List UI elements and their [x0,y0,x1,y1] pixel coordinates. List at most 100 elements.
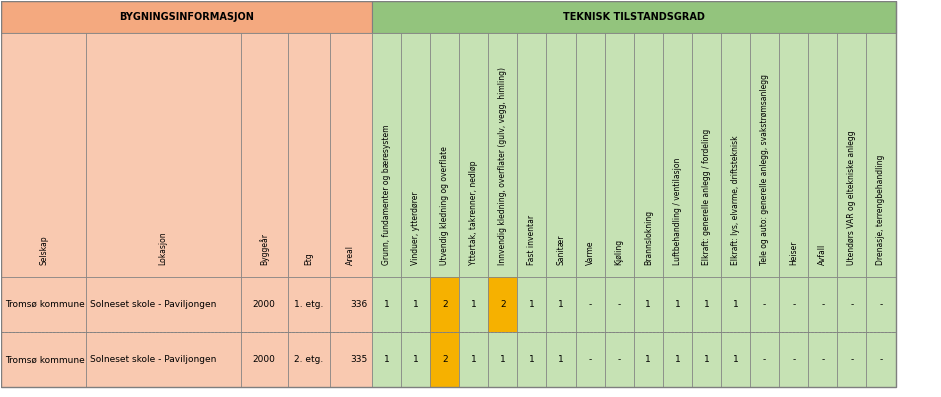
Text: 1: 1 [704,300,710,309]
Text: Tromsø kommune: Tromsø kommune [5,300,85,309]
Text: 1: 1 [529,300,534,309]
FancyBboxPatch shape [1,33,86,277]
Text: -: - [763,300,766,309]
Text: 2000: 2000 [252,355,276,364]
Text: -: - [617,355,621,364]
FancyBboxPatch shape [1,277,86,332]
FancyBboxPatch shape [605,277,633,332]
FancyBboxPatch shape [288,332,329,387]
Text: -: - [763,355,766,364]
FancyBboxPatch shape [750,332,779,387]
FancyBboxPatch shape [518,33,547,277]
Text: -: - [588,355,592,364]
Text: 1: 1 [384,300,390,309]
FancyBboxPatch shape [662,332,692,387]
Text: TEKNISK TILSTANDSGRAD: TEKNISK TILSTANDSGRAD [563,12,705,22]
FancyBboxPatch shape [692,33,721,277]
Text: 1: 1 [646,300,651,309]
FancyBboxPatch shape [867,332,896,387]
FancyBboxPatch shape [488,277,518,332]
Text: 1. etg.: 1. etg. [294,300,324,309]
Text: -: - [851,355,853,364]
FancyBboxPatch shape [401,277,430,332]
Text: Selskap: Selskap [40,235,48,265]
FancyBboxPatch shape [241,33,288,277]
FancyBboxPatch shape [488,332,518,387]
Text: 1: 1 [470,355,477,364]
FancyBboxPatch shape [372,277,401,332]
Text: -: - [851,300,853,309]
FancyBboxPatch shape [808,332,837,387]
FancyBboxPatch shape [241,277,288,332]
FancyBboxPatch shape [401,33,430,277]
Text: Drenasje, terrengbehandling: Drenasje, terrengbehandling [876,154,885,265]
FancyBboxPatch shape [837,332,867,387]
Text: -: - [879,355,883,364]
FancyBboxPatch shape [1,332,86,387]
Text: 1: 1 [558,300,564,309]
Text: 1: 1 [733,355,739,364]
Text: 2: 2 [442,355,448,364]
Text: Varme: Varme [585,240,595,265]
Text: Fast inventar: Fast inventar [528,215,536,265]
Text: 336: 336 [350,300,367,309]
Text: Lokasjon: Lokasjon [159,231,167,265]
Text: 1: 1 [558,355,564,364]
Text: -: - [792,300,795,309]
FancyBboxPatch shape [372,332,401,387]
Text: 2000: 2000 [252,300,276,309]
FancyBboxPatch shape [692,277,721,332]
FancyBboxPatch shape [401,332,430,387]
FancyBboxPatch shape [662,277,692,332]
Text: Avfall: Avfall [819,244,827,265]
FancyBboxPatch shape [867,33,896,277]
Text: Etg: Etg [304,252,313,265]
Text: Brannslokning: Brannslokning [644,210,653,265]
FancyBboxPatch shape [459,33,488,277]
FancyBboxPatch shape [329,277,372,332]
Text: 2: 2 [500,300,505,309]
FancyBboxPatch shape [750,277,779,332]
FancyBboxPatch shape [430,277,459,332]
Text: 1: 1 [675,355,680,364]
FancyBboxPatch shape [750,33,779,277]
FancyBboxPatch shape [837,277,867,332]
Text: -: - [588,300,592,309]
FancyBboxPatch shape [430,33,459,277]
FancyBboxPatch shape [329,33,372,277]
FancyBboxPatch shape [808,33,837,277]
FancyBboxPatch shape [662,33,692,277]
Text: 1: 1 [529,355,534,364]
Text: Byggeår: Byggeår [259,233,269,265]
FancyBboxPatch shape [459,332,488,387]
Text: Luftbehandling / ventilasjon: Luftbehandling / ventilasjon [673,158,682,265]
FancyBboxPatch shape [779,33,808,277]
FancyBboxPatch shape [633,332,662,387]
Text: Elkraft: generelle anlegg / fordeling: Elkraft: generelle anlegg / fordeling [702,129,711,265]
Text: Utendørs VAR og eltekniske anlegg: Utendørs VAR og eltekniske anlegg [848,130,856,265]
Text: Tromsø kommune: Tromsø kommune [5,355,85,364]
FancyBboxPatch shape [721,277,750,332]
FancyBboxPatch shape [86,332,241,387]
FancyBboxPatch shape [605,33,633,277]
Text: Solneset skole - Paviljongen: Solneset skole - Paviljongen [89,355,215,364]
FancyBboxPatch shape [1,1,372,33]
FancyBboxPatch shape [721,33,750,277]
FancyBboxPatch shape [633,33,662,277]
Text: 1: 1 [500,355,505,364]
FancyBboxPatch shape [576,277,605,332]
FancyBboxPatch shape [288,277,329,332]
FancyBboxPatch shape [867,277,896,332]
Text: Innvendig kledning, overflater (gulv, vegg, himling): Innvendig kledning, overflater (gulv, ve… [499,67,507,265]
Text: Sanitær: Sanitær [556,234,566,265]
FancyBboxPatch shape [86,277,241,332]
Text: Utvendig kledning og overflate: Utvendig kledning og overflate [440,146,449,265]
Text: Elkraft: lys, elvarme, driftsteknisk: Elkraft: lys, elvarme, driftsteknisk [731,135,740,265]
FancyBboxPatch shape [372,33,401,277]
FancyBboxPatch shape [547,277,576,332]
FancyBboxPatch shape [576,332,605,387]
FancyBboxPatch shape [633,277,662,332]
FancyBboxPatch shape [288,33,329,277]
FancyBboxPatch shape [430,332,459,387]
FancyBboxPatch shape [518,332,547,387]
